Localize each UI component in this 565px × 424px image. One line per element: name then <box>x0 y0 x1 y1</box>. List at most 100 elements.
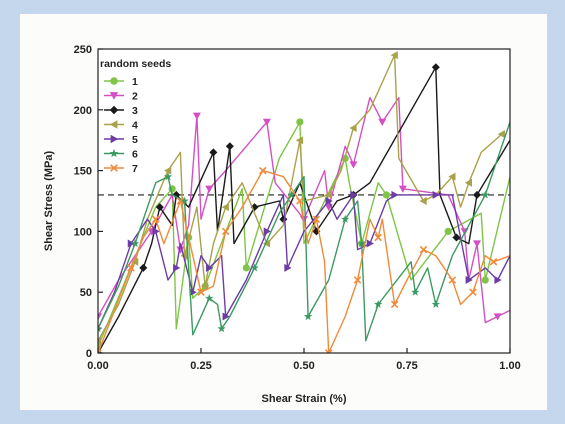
data-point-3 <box>473 190 482 199</box>
data-point-6 <box>180 196 189 205</box>
data-point-7 <box>151 215 160 224</box>
data-point-4 <box>324 190 332 199</box>
axis-layer: 0.00 0.25 0.50 0.75 1.00 0 50 100 150 200 250 <box>74 44 521 372</box>
series-line-3 <box>98 66 510 353</box>
data-point-4 <box>349 124 357 133</box>
data-point-5 <box>127 239 135 248</box>
data-point-4 <box>164 166 172 175</box>
data-point-3 <box>139 263 148 272</box>
data-point-6 <box>303 312 313 321</box>
y-tick-label: 150 <box>74 166 92 178</box>
data-point-7 <box>176 197 185 205</box>
data-point-6 <box>163 172 173 181</box>
data-point-7 <box>324 349 333 353</box>
series-line-7 <box>98 169 510 353</box>
data-point-5 <box>432 190 440 199</box>
series-2 <box>98 96 510 324</box>
data-point-7 <box>374 233 382 242</box>
data-point-2 <box>192 112 201 120</box>
data-point-2 <box>98 313 102 321</box>
series-layer <box>98 51 510 353</box>
data-point-3 <box>172 190 181 199</box>
legend-swatch-marker <box>110 164 118 172</box>
series-7 <box>98 166 510 353</box>
data-point-6 <box>250 263 259 272</box>
legend-label: 6 <box>132 149 138 161</box>
series-line-6 <box>98 121 510 342</box>
data-point-2 <box>493 313 502 321</box>
data-point-4 <box>448 172 456 181</box>
data-point-1 <box>444 227 452 235</box>
data-point-7 <box>469 288 477 296</box>
legend-item-1: 1 <box>104 76 138 88</box>
data-point-7 <box>312 215 321 224</box>
data-point-5 <box>189 288 197 297</box>
legend-swatch-marker <box>109 120 118 129</box>
data-point-7 <box>448 276 457 284</box>
data-point-6 <box>341 214 350 223</box>
data-point-6 <box>98 324 103 333</box>
data-point-5 <box>366 239 374 248</box>
data-point-5 <box>350 190 358 199</box>
data-point-6 <box>411 287 420 296</box>
data-point-3 <box>209 148 218 157</box>
data-point-7 <box>98 349 102 353</box>
data-point-5 <box>263 227 271 236</box>
legend-swatch-marker <box>110 134 119 144</box>
data-point-5 <box>325 197 333 205</box>
data-point-3 <box>431 63 440 72</box>
legend-label: 3 <box>132 105 138 117</box>
legend-swatch-marker <box>109 148 119 158</box>
data-point-7 <box>353 276 362 284</box>
data-point-7 <box>489 258 498 266</box>
data-point-7 <box>197 288 205 296</box>
x-axis-title: Shear Strain (%) <box>262 393 347 405</box>
legend-swatch-marker <box>110 77 118 85</box>
x-tick-label: 0.50 <box>293 360 314 372</box>
legend-label: 7 <box>132 163 138 175</box>
data-point-4 <box>98 336 102 345</box>
series-6 <box>98 121 510 342</box>
series-4 <box>98 51 505 345</box>
data-point-5 <box>222 312 230 321</box>
y-tick-label: 50 <box>80 287 92 299</box>
data-point-2 <box>473 240 482 248</box>
legend-label: 5 <box>132 134 138 146</box>
data-point-5 <box>206 263 214 272</box>
legend-item-6: 6 <box>104 149 138 161</box>
data-point-6 <box>373 299 383 308</box>
legend-swatch-marker <box>109 105 119 115</box>
series-line-2 <box>98 96 510 324</box>
data-point-7 <box>259 166 267 175</box>
data-point-4 <box>262 239 271 248</box>
data-point-2 <box>176 246 185 254</box>
x-tick-label: 0.75 <box>396 360 417 372</box>
data-point-7 <box>390 300 399 309</box>
data-point-2 <box>398 185 407 193</box>
stress-strain-chart: 0.00 0.25 0.50 0.75 1.00 0 50 100 150 200 250 Shea… <box>43 44 521 405</box>
data-point-3 <box>225 142 234 151</box>
data-point-6 <box>357 239 366 248</box>
data-point-5 <box>391 190 399 199</box>
data-point-1 <box>296 118 304 126</box>
data-point-6 <box>481 190 490 199</box>
y-tick-label: 200 <box>74 105 92 117</box>
data-point-7 <box>127 264 135 272</box>
x-tick-label: 0.25 <box>190 360 211 372</box>
data-point-4 <box>390 51 398 60</box>
data-point-2 <box>262 118 271 126</box>
data-point-1 <box>242 264 250 272</box>
data-point-2 <box>205 185 214 193</box>
data-point-7 <box>419 245 428 254</box>
legend-swatch-marker <box>109 92 119 100</box>
data-point-7 <box>296 197 304 205</box>
data-point-5 <box>152 227 160 236</box>
y-tick-label: 100 <box>74 226 92 238</box>
legend-item-4: 4 <box>104 120 138 132</box>
x-tick-label: 1.00 <box>499 360 520 372</box>
data-point-4 <box>419 197 427 205</box>
data-point-2 <box>349 161 358 169</box>
y-tick-label: 0 <box>86 348 92 360</box>
legend-item-3: 3 <box>104 105 138 117</box>
legend-item-5: 5 <box>104 134 138 146</box>
